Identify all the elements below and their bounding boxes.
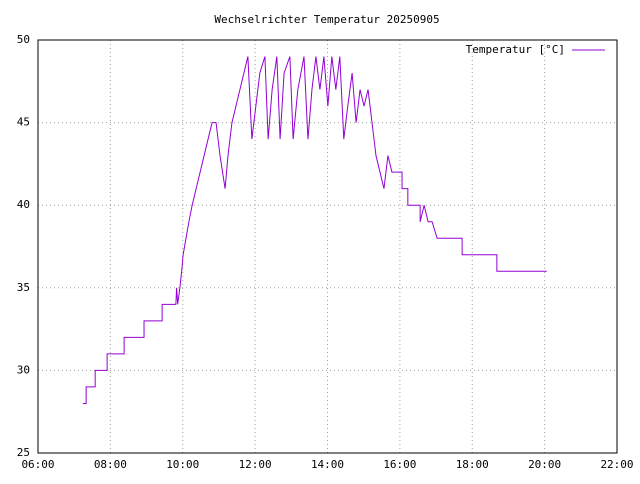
x-tick-label: 14:00 [311,458,344,471]
x-tick-label: 12:00 [239,458,272,471]
x-tick-label: 06:00 [21,458,54,471]
x-tick-label: 22:00 [600,458,633,471]
x-tick-label: 18:00 [456,458,489,471]
y-tick-label: 50 [17,33,30,46]
chart-title: Wechselrichter Temperatur 20250905 [214,13,439,26]
y-tick-label: 45 [17,116,30,129]
y-tick-label: 25 [17,446,30,459]
plot-border [37,39,618,454]
x-tick-label: 08:00 [94,458,127,471]
y-tick-label: 40 [17,198,30,211]
x-tick-label: 10:00 [166,458,199,471]
y-tick-label: 35 [17,281,30,294]
legend-label: Temperatur [°C] [466,43,565,56]
x-tick-label: 20:00 [528,458,561,471]
x-tick-label: 16:00 [383,458,416,471]
data-line [82,56,547,404]
y-tick-label: 30 [17,363,30,376]
